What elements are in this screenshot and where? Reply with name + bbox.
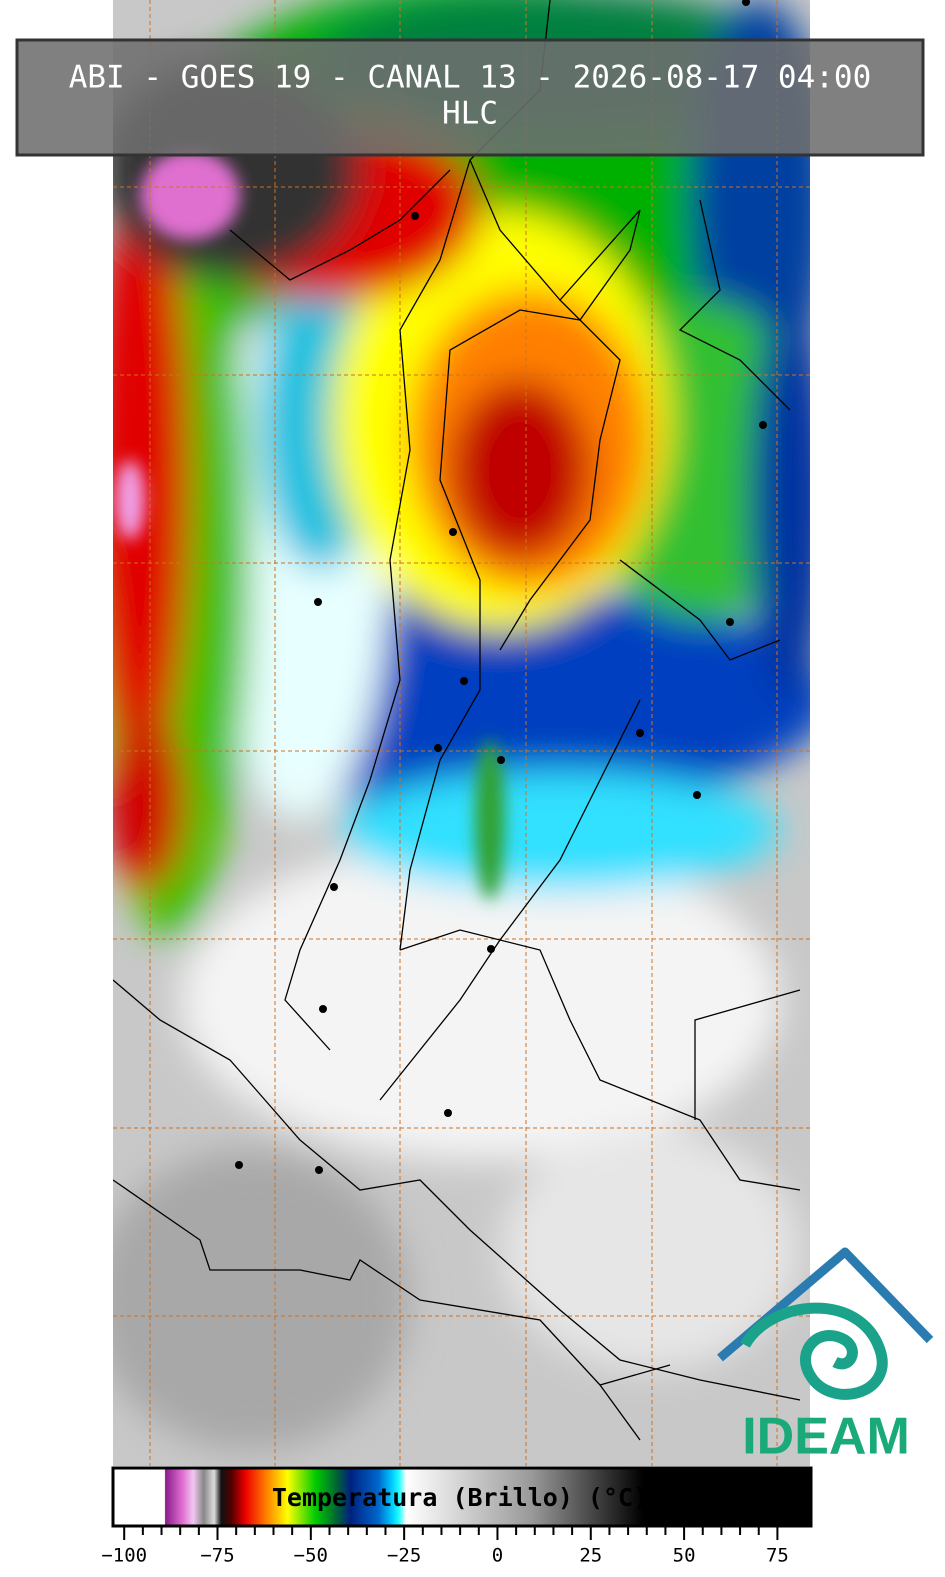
tick-label: 25 [579,1545,602,1567]
tick-label: −25 [387,1545,421,1567]
tick-label: −75 [200,1545,234,1567]
tick-label: −100 [101,1545,147,1567]
logo: IDEAM [717,1247,934,1466]
colorbar [111,1466,813,1528]
subtitle: HLC [442,96,498,132]
tick-label: 0 [492,1545,503,1567]
tick-label: 75 [766,1545,789,1567]
title-box [15,38,925,157]
colorbar-label: Temperatura (Brillo) (°C) [272,1483,648,1512]
imagery [113,0,810,1466]
tick-label: 50 [673,1545,696,1567]
logo-text: IDEAM [742,1408,910,1466]
tick-label: −50 [294,1545,328,1567]
title: ABI - GOES 19 - CANAL 13 - 2026-08-17 04… [69,60,872,96]
